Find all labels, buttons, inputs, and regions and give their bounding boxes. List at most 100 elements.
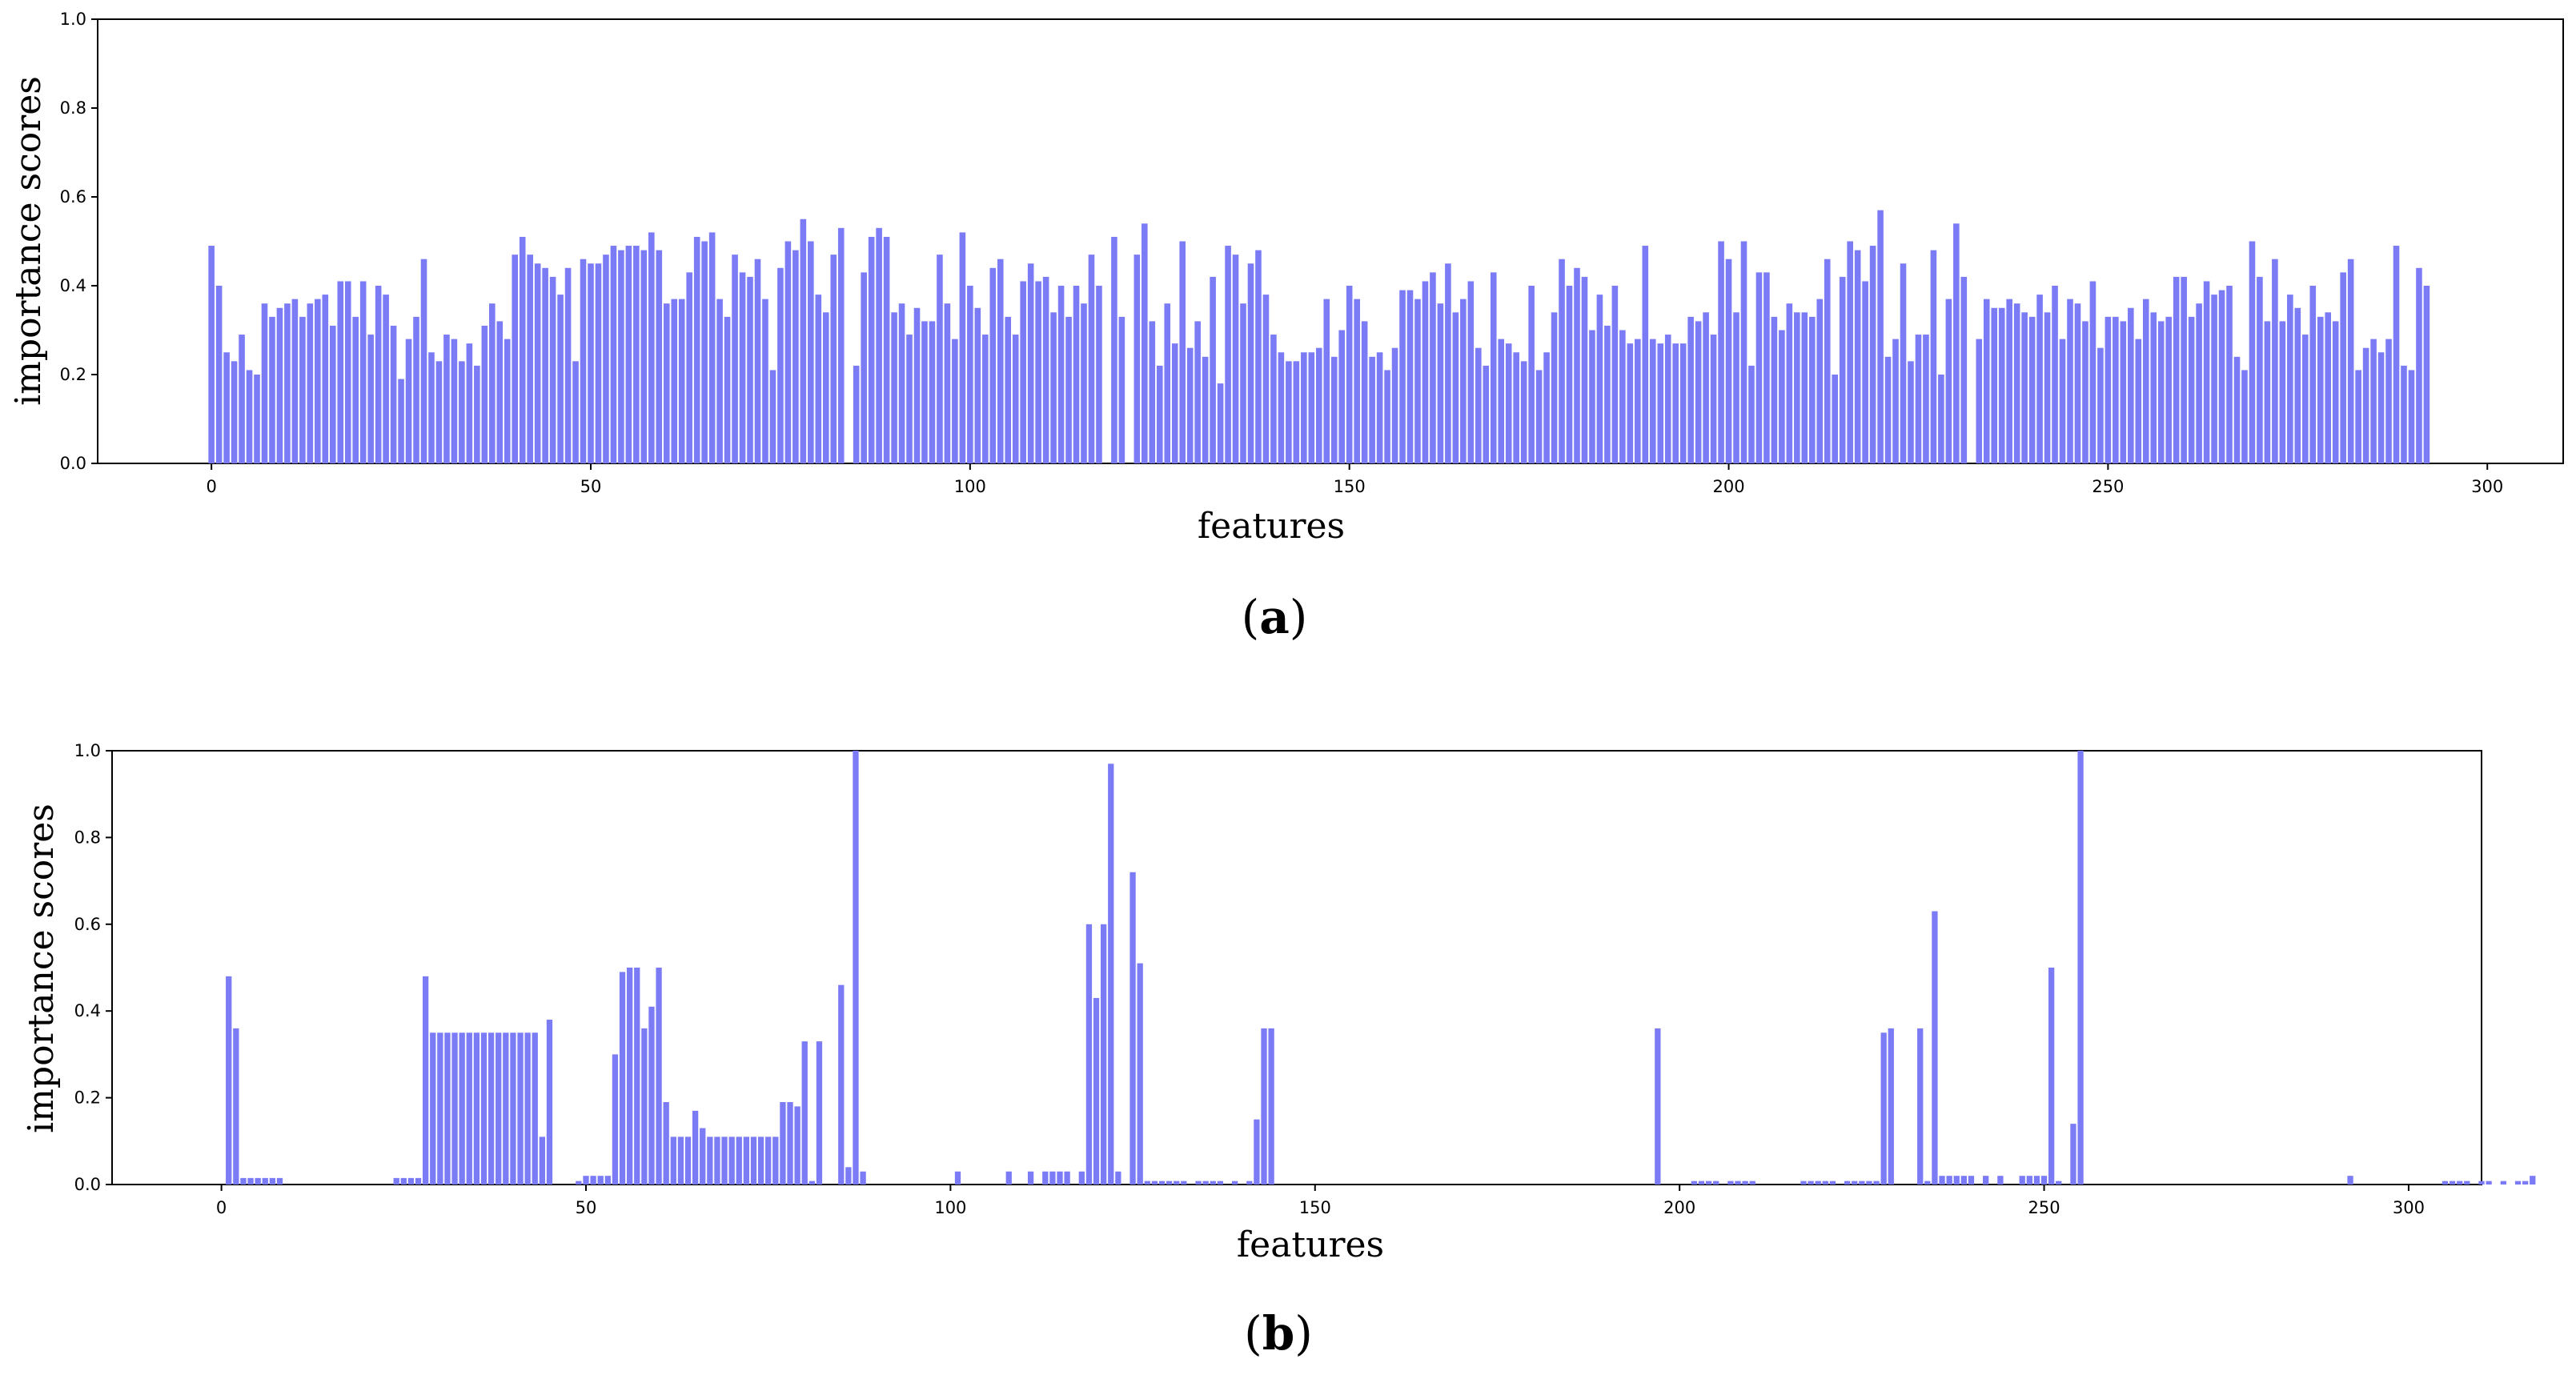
bar-a-134 — [1225, 246, 1231, 463]
bar-a-47 — [564, 267, 572, 463]
bar-a-277 — [2309, 286, 2317, 463]
bar-a-260 — [2181, 276, 2187, 463]
plot-area-a: 0 50 100 150 200 250 300 0.0 0.2 0.4 0.6 0.8 1.0 — [60, 10, 2564, 496]
bar-b-134 — [1195, 1181, 1202, 1185]
x-tick-label-b-0: 0 — [216, 1198, 227, 1217]
bar-b-236 — [1939, 1176, 1945, 1185]
bar-b-128 — [1151, 1181, 1158, 1185]
bar-a-285 — [2370, 339, 2377, 463]
bar-a-184 — [1604, 325, 1611, 463]
bar-a-212 — [1816, 299, 1824, 463]
bar-a-105 — [1005, 316, 1012, 463]
x-tick-label-a-0: 0 — [206, 477, 216, 496]
chart-a: 0 50 100 150 200 250 300 0.0 0.2 0.4 0.6 0.8 1.0 fe… — [8, 10, 2564, 644]
bar-b-8 — [276, 1177, 283, 1185]
panel-letter-a: a — [1259, 590, 1290, 644]
bar-a-119 — [1111, 236, 1117, 463]
bar-a-21 — [367, 335, 374, 463]
bar-a-253 — [2128, 307, 2134, 463]
bar-b-69 — [721, 1136, 728, 1185]
bar-b-130 — [1166, 1181, 1173, 1185]
x-tick-label-a-100: 100 — [954, 477, 986, 496]
bar-a-103 — [989, 267, 997, 463]
bar-a-93 — [913, 307, 921, 463]
bar-a-124 — [1149, 321, 1156, 463]
bar-a-257 — [2157, 321, 2165, 463]
x-tick-label-b-300: 300 — [2393, 1198, 2425, 1217]
bar-a-101 — [974, 307, 981, 463]
bar-a-68 — [724, 316, 731, 463]
bar-b-142 — [1254, 1119, 1260, 1185]
bar-a-96 — [937, 255, 943, 463]
bar-a-264 — [2211, 295, 2217, 463]
bar-a-73 — [762, 299, 768, 463]
bar-a-219 — [1869, 246, 1876, 463]
bar-b-114 — [1049, 1171, 1056, 1185]
bar-a-205 — [1763, 272, 1770, 463]
bar-b-202 — [1691, 1181, 1698, 1185]
bar-b-229 — [1888, 1028, 1894, 1185]
bar-b-45 — [546, 1020, 553, 1185]
x-axis-label-a: features — [1198, 506, 1345, 547]
bar-b-76 — [772, 1136, 779, 1185]
bar-a-201 — [1733, 312, 1739, 463]
bar-a-66 — [708, 232, 716, 463]
bar-b-220 — [1822, 1181, 1828, 1185]
bar-a-104 — [997, 259, 1004, 463]
bar-b-57 — [634, 968, 640, 1185]
bar-a-22 — [375, 286, 382, 463]
bar-a-26 — [405, 339, 412, 463]
bar-a-291 — [2416, 267, 2422, 463]
bar-a-154 — [1376, 352, 1383, 463]
bar-a-173 — [1520, 361, 1527, 463]
bar-a-284 — [2362, 347, 2369, 463]
bar-b-35 — [473, 1032, 480, 1185]
bar-a-57 — [640, 250, 648, 463]
bar-a-225 — [1915, 335, 1922, 463]
bar-a-70 — [739, 272, 746, 463]
bar-a-16 — [329, 325, 336, 463]
bar-a-83 — [837, 227, 845, 463]
bar-a-110 — [1042, 276, 1049, 463]
bar-b-54 — [612, 1054, 619, 1185]
bar-a-86 — [861, 272, 867, 463]
bar-a-4 — [239, 335, 245, 463]
bar-a-241 — [2036, 295, 2043, 463]
bar-a-67 — [716, 299, 723, 463]
bar-b-208 — [1735, 1181, 1741, 1185]
bar-a-247 — [2082, 321, 2088, 463]
x-axis-label-b: features — [1237, 1225, 1384, 1265]
bar-b-55 — [619, 972, 626, 1185]
bar-a-163 — [1445, 263, 1451, 463]
bar-b-33 — [459, 1032, 465, 1185]
bar-a-224 — [1908, 361, 1914, 463]
bar-a-36 — [481, 325, 488, 463]
bar-a-25 — [398, 379, 404, 463]
y-tick-label-a-0.6: 0.6 — [60, 187, 86, 206]
bar-a-147 — [1323, 299, 1330, 463]
bar-a-268 — [2241, 370, 2248, 463]
bar-a-231 — [1960, 276, 1968, 463]
bar-a-2 — [223, 352, 230, 463]
bar-a-5 — [246, 370, 253, 463]
bar-b-126 — [1137, 963, 1143, 1185]
axes-frame-b — [111, 750, 2482, 1185]
bar-b-125 — [1130, 872, 1136, 1185]
bar-a-63 — [686, 272, 692, 463]
y-tick-label-b-1.0: 1.0 — [74, 741, 101, 760]
bar-a-62 — [678, 299, 685, 463]
bar-a-17 — [337, 281, 344, 463]
bar-b-81 — [809, 1181, 815, 1185]
bar-a-279 — [2325, 312, 2331, 463]
bar-b-62 — [670, 1136, 676, 1185]
bar-a-199 — [1718, 241, 1724, 463]
bar-a-120 — [1118, 316, 1125, 463]
bar-a-249 — [2097, 347, 2104, 463]
bar-a-111 — [1050, 312, 1057, 463]
bar-b-56 — [627, 968, 633, 1185]
bar-a-150 — [1346, 286, 1353, 463]
bar-a-77 — [792, 250, 799, 463]
bar-a-64 — [693, 236, 700, 463]
bar-a-131 — [1202, 356, 1209, 463]
bar-b-49 — [576, 1181, 582, 1185]
